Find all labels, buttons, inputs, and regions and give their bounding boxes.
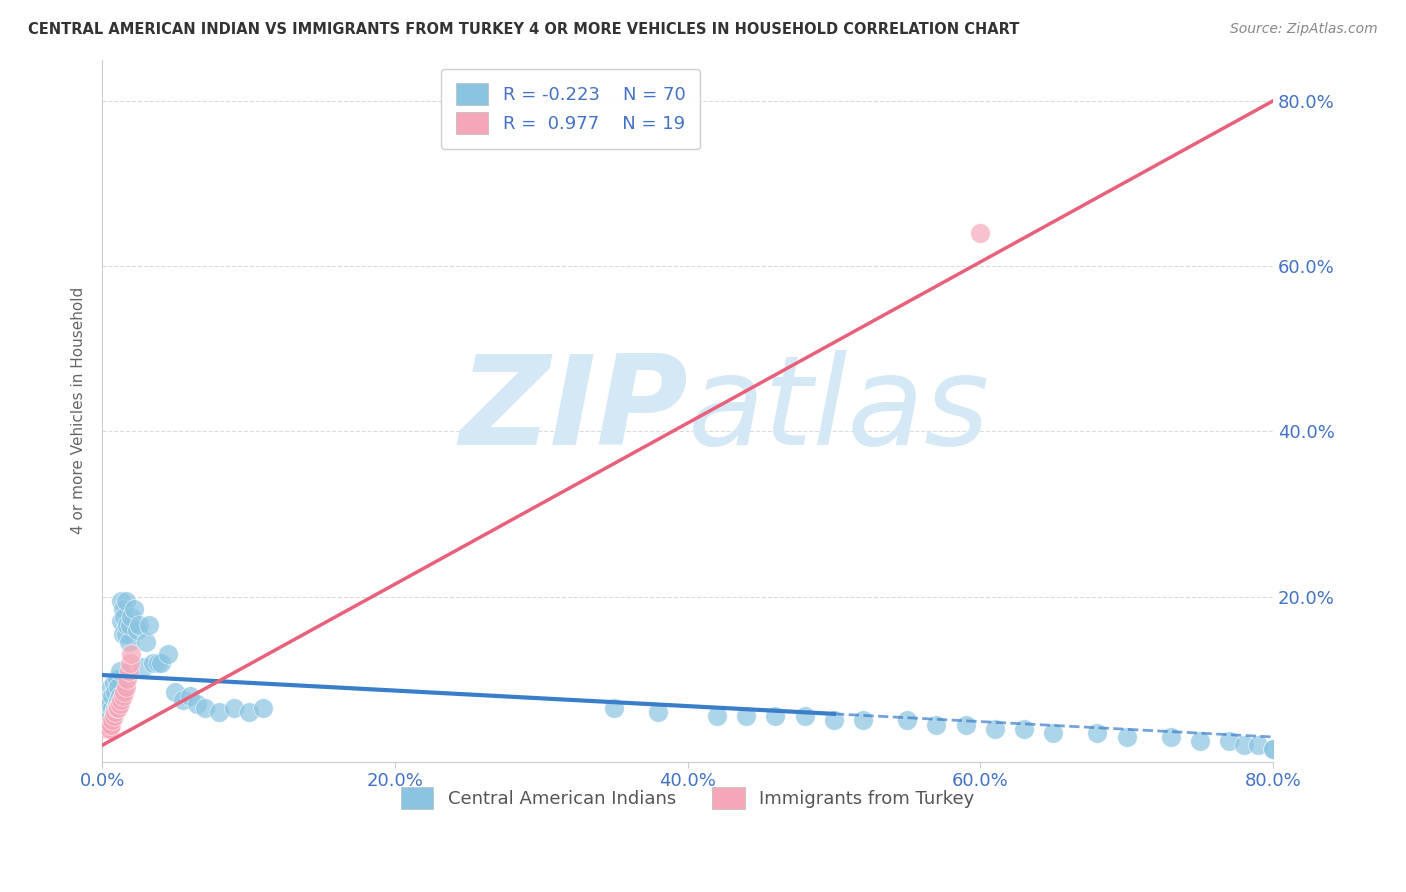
Point bbox=[1115, 730, 1137, 744]
Point bbox=[238, 705, 260, 719]
Point bbox=[222, 701, 245, 715]
Point bbox=[96, 722, 118, 736]
Point bbox=[118, 656, 141, 670]
Point bbox=[97, 717, 120, 731]
Y-axis label: 4 or more Vehicles in Household: 4 or more Vehicles in Household bbox=[72, 287, 86, 534]
Point bbox=[706, 709, 728, 723]
Point bbox=[114, 681, 136, 695]
Point bbox=[603, 701, 626, 715]
Point bbox=[98, 697, 121, 711]
Point bbox=[110, 593, 132, 607]
Point bbox=[118, 618, 141, 632]
Point bbox=[172, 693, 194, 707]
Point bbox=[101, 689, 124, 703]
Point bbox=[146, 656, 169, 670]
Point bbox=[969, 226, 991, 240]
Point bbox=[1042, 726, 1064, 740]
Point bbox=[135, 635, 157, 649]
Point bbox=[984, 722, 1007, 736]
Point bbox=[925, 717, 948, 731]
Point bbox=[108, 664, 131, 678]
Point bbox=[124, 602, 146, 616]
Point bbox=[955, 717, 977, 731]
Point bbox=[793, 709, 815, 723]
Point bbox=[111, 602, 134, 616]
Point bbox=[104, 684, 127, 698]
Point bbox=[105, 697, 128, 711]
Point bbox=[252, 701, 274, 715]
Point bbox=[103, 709, 125, 723]
Point bbox=[114, 593, 136, 607]
Point bbox=[110, 693, 132, 707]
Point bbox=[105, 701, 128, 715]
Point bbox=[765, 709, 787, 723]
Point bbox=[823, 714, 845, 728]
Text: atlas: atlas bbox=[688, 351, 990, 471]
Point bbox=[142, 656, 165, 670]
Point bbox=[138, 618, 160, 632]
Text: Source: ZipAtlas.com: Source: ZipAtlas.com bbox=[1230, 22, 1378, 37]
Point bbox=[112, 610, 135, 624]
Point bbox=[111, 689, 134, 703]
Point bbox=[114, 626, 136, 640]
Legend: Central American Indians, Immigrants from Turkey: Central American Indians, Immigrants fro… bbox=[394, 780, 981, 816]
Point bbox=[110, 615, 132, 629]
Point bbox=[1012, 722, 1035, 736]
Point bbox=[1218, 734, 1240, 748]
Point bbox=[157, 648, 180, 662]
Point bbox=[96, 693, 118, 707]
Point bbox=[121, 648, 143, 662]
Point bbox=[194, 701, 217, 715]
Point bbox=[208, 705, 231, 719]
Point bbox=[103, 705, 125, 719]
Point bbox=[105, 672, 128, 686]
Point bbox=[165, 684, 187, 698]
Point bbox=[111, 626, 134, 640]
Point bbox=[97, 705, 120, 719]
Point bbox=[100, 709, 122, 723]
Point bbox=[647, 705, 669, 719]
Point bbox=[132, 660, 155, 674]
Point bbox=[104, 701, 127, 715]
Point bbox=[112, 684, 135, 698]
Point bbox=[115, 618, 138, 632]
Point bbox=[100, 717, 122, 731]
Point bbox=[103, 676, 125, 690]
Point bbox=[107, 701, 129, 715]
Point bbox=[149, 656, 172, 670]
Point bbox=[179, 689, 201, 703]
Text: CENTRAL AMERICAN INDIAN VS IMMIGRANTS FROM TURKEY 4 OR MORE VEHICLES IN HOUSEHOL: CENTRAL AMERICAN INDIAN VS IMMIGRANTS FR… bbox=[28, 22, 1019, 37]
Point bbox=[1233, 738, 1256, 752]
Point bbox=[101, 714, 124, 728]
Point bbox=[1188, 734, 1211, 748]
Point bbox=[896, 714, 918, 728]
Point bbox=[1087, 726, 1109, 740]
Point bbox=[128, 618, 150, 632]
Point bbox=[1261, 742, 1284, 756]
Point bbox=[98, 722, 121, 736]
Point bbox=[121, 610, 143, 624]
Point bbox=[108, 697, 131, 711]
Point bbox=[107, 681, 129, 695]
Point bbox=[1160, 730, 1182, 744]
Point bbox=[107, 693, 129, 707]
Point bbox=[186, 697, 208, 711]
Point bbox=[115, 672, 138, 686]
Point bbox=[1261, 742, 1284, 756]
Text: ZIP: ZIP bbox=[458, 351, 688, 471]
Point bbox=[127, 623, 149, 637]
Point bbox=[104, 705, 127, 719]
Point bbox=[117, 635, 139, 649]
Point bbox=[108, 689, 131, 703]
Point bbox=[101, 701, 124, 715]
Point bbox=[117, 664, 139, 678]
Point bbox=[852, 714, 875, 728]
Point bbox=[735, 709, 758, 723]
Point bbox=[100, 681, 122, 695]
Point bbox=[1247, 738, 1270, 752]
